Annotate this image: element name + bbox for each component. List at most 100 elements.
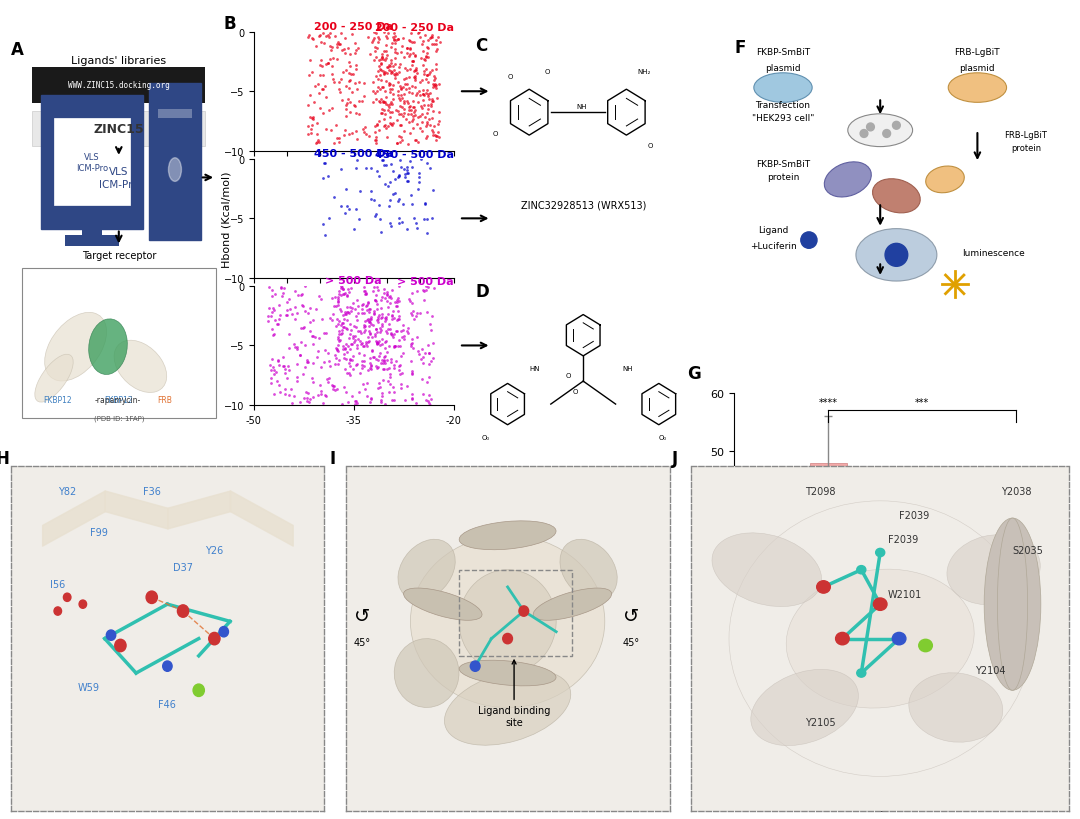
Point [404, 365, 421, 378]
Ellipse shape [712, 533, 822, 607]
Point [348, 294, 365, 307]
Point [334, 340, 351, 353]
Point [324, 404, 341, 417]
Point [403, 287, 420, 301]
Point [418, 120, 435, 133]
Point [399, 168, 416, 181]
Text: *: * [1013, 606, 1020, 619]
Point [269, 355, 286, 369]
Ellipse shape [445, 670, 570, 745]
Point [336, 382, 353, 395]
Point [399, 325, 416, 338]
Point [374, 66, 391, 79]
Point [279, 305, 296, 318]
Point [392, 324, 409, 337]
Point [389, 300, 406, 313]
Point [389, 296, 406, 310]
Point [264, 290, 281, 303]
Point [384, 34, 402, 48]
Text: O₀: O₀ [659, 434, 667, 440]
Point [411, 111, 429, 124]
Point [372, 326, 389, 339]
Bar [873, 669, 909, 745]
Point [345, 297, 362, 310]
Point [395, 330, 413, 343]
Point [417, 198, 434, 211]
Text: ↺: ↺ [353, 607, 370, 626]
Point [386, 34, 403, 47]
Point [408, 222, 426, 235]
Point [427, 72, 444, 85]
Ellipse shape [856, 229, 937, 282]
Point [347, 59, 364, 72]
Point [336, 48, 353, 61]
Ellipse shape [873, 179, 920, 214]
Point [303, 120, 321, 133]
Point [393, 40, 410, 53]
Point [410, 26, 428, 39]
Point [407, 110, 424, 123]
Point [417, 133, 434, 146]
Point [325, 380, 342, 393]
Point [418, 281, 435, 294]
Circle shape [866, 124, 875, 132]
Point [356, 324, 374, 337]
Point [378, 313, 395, 326]
Point [330, 133, 348, 146]
Point [366, 330, 383, 343]
Point [399, 161, 416, 174]
Point [372, 84, 389, 97]
Point [390, 89, 407, 102]
Text: FKBP-SmBiT: FKBP-SmBiT [756, 160, 810, 169]
Bar [935, 523, 972, 745]
Title: 450 - 500 Da: 450 - 500 Da [314, 149, 393, 159]
Circle shape [876, 600, 885, 609]
Point [316, 344, 334, 357]
Point [342, 305, 360, 318]
Text: protein: protein [767, 173, 799, 182]
Text: O: O [492, 131, 498, 137]
Point [353, 307, 370, 320]
Point [391, 92, 408, 105]
Text: Target receptor: Target receptor [82, 251, 156, 261]
Point [416, 111, 433, 124]
Point [370, 377, 388, 390]
Point [402, 340, 419, 353]
Point [383, 310, 401, 324]
Point [375, 354, 392, 367]
Point [393, 131, 410, 144]
Point [292, 396, 309, 410]
Point [345, 363, 362, 376]
Point [377, 310, 394, 324]
Point [328, 383, 346, 396]
Point [356, 285, 374, 298]
Ellipse shape [397, 540, 456, 600]
Point [362, 328, 379, 341]
Point [303, 66, 321, 79]
Point [374, 310, 391, 324]
Point [389, 69, 406, 82]
Point [361, 303, 378, 316]
Point [410, 171, 428, 184]
Text: O: O [508, 74, 513, 79]
Point [386, 362, 403, 375]
Point [383, 66, 401, 79]
Point [401, 117, 418, 130]
Point [430, 119, 447, 132]
Text: J: J [672, 450, 678, 468]
Text: F2039: F2039 [888, 535, 918, 545]
Point [376, 337, 393, 350]
Point [333, 305, 350, 318]
Point [389, 76, 406, 89]
Circle shape [856, 566, 866, 574]
Point [303, 329, 321, 342]
Text: "HEK293 cell": "HEK293 cell" [752, 114, 814, 123]
Text: ZINC32928513 (WRX513): ZINC32928513 (WRX513) [521, 200, 646, 210]
Point [379, 404, 396, 417]
Point [370, 60, 388, 73]
Point [319, 373, 336, 386]
Point [311, 102, 328, 115]
Point [262, 373, 280, 386]
Point [359, 336, 376, 349]
Point [300, 70, 318, 83]
